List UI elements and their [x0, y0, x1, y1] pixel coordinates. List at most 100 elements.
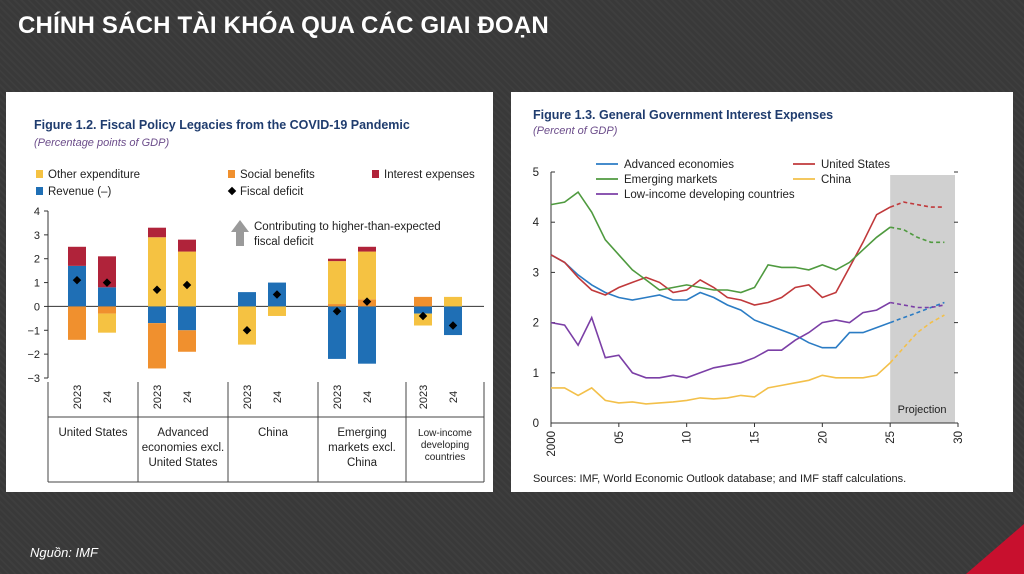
series-line [550, 206, 891, 306]
x-tick-label: 15 [750, 431, 762, 444]
x-group-label: developing [421, 440, 469, 451]
bar-segment [328, 258, 346, 262]
legend-diamond [227, 186, 237, 196]
x-tick-label: 20 [817, 431, 829, 444]
series-projection-line [889, 201, 945, 208]
y-tick-label: 1 [533, 368, 539, 380]
bar-segment [328, 304, 346, 307]
fiscal-deficit-marker [152, 285, 162, 294]
x-year-label: 24 [362, 391, 374, 403]
bar-segment [328, 261, 346, 305]
x-group-label: United States [148, 457, 217, 469]
x-group-label: Emerging [337, 427, 386, 439]
y-tick-label: 3 [533, 267, 539, 279]
x-group-label: China [258, 427, 289, 439]
x-group-label: Low-income [418, 428, 472, 439]
y-tick-label: 5 [533, 167, 539, 179]
y-tick-label: 2 [34, 254, 40, 266]
y-tick-label: 4 [34, 206, 40, 218]
legend-swatch [36, 170, 43, 178]
bar-segment [328, 306, 346, 359]
bar-segment [268, 306, 286, 316]
bar-segment [68, 246, 86, 266]
fiscal-deficit-marker [272, 290, 282, 299]
bar-segment [414, 296, 432, 307]
figure-subtitle: (Percent of GDP) [533, 125, 618, 137]
y-tick-label: 4 [533, 217, 540, 229]
y-tick-label: −1 [27, 325, 40, 337]
source-note: Nguồn: IMF [30, 545, 98, 560]
y-tick-label: 3 [34, 230, 40, 242]
figure-1-2-panel: Figure 1.2. Fiscal Policy Legacies from … [6, 92, 493, 492]
bar-segment [178, 306, 196, 331]
x-tick-label: 25 [885, 431, 897, 444]
bar-segment [444, 296, 462, 307]
bar-segment [148, 237, 166, 307]
bar-segment [178, 330, 196, 352]
annotation-text: fiscal deficit [254, 236, 314, 248]
x-year-label: 2023 [332, 385, 344, 409]
bar-segment [148, 227, 166, 238]
x-year-label: 2023 [72, 385, 84, 409]
bar-segment [178, 251, 196, 307]
x-year-label: 24 [272, 391, 284, 403]
fiscal-deficit-marker [362, 297, 372, 306]
x-year-label: 2023 [418, 385, 430, 409]
series-projection-line [890, 301, 945, 309]
fiscal-deficit-marker [72, 275, 82, 285]
x-year-label: 24 [182, 391, 194, 403]
legend-label: United States [821, 159, 890, 171]
legend-label: Other expenditure [48, 169, 140, 181]
bar-segment [68, 306, 86, 340]
x-group-label: economies excl. [142, 442, 224, 454]
bar-segment [148, 323, 166, 369]
y-tick-label: 0 [533, 418, 539, 430]
y-tick-label: −2 [27, 349, 40, 361]
x-tick-label: 2000 [546, 431, 558, 457]
legend-label: Fiscal deficit [240, 186, 304, 198]
fiscal-deficit-marker [448, 321, 458, 330]
legend-swatch [228, 170, 235, 178]
bar-segment [148, 306, 166, 324]
y-tick-label: 0 [34, 301, 40, 313]
legend-label: Social benefits [240, 169, 315, 181]
legend-label: Revenue (–) [48, 186, 111, 198]
y-tick-label: 1 [34, 278, 40, 290]
bar-segment [68, 265, 86, 307]
bar-segment [178, 239, 196, 252]
fiscal-deficit-marker [102, 278, 112, 287]
fiscal-deficit-marker [182, 280, 192, 290]
interest-expenses-line-chart: Projection 0 1 2 3 4 5 2000 05 10 15 20 25 30 Advanced… [533, 159, 965, 485]
x-group-label: United States [58, 427, 127, 439]
fiscal-legacies-bar-chart: Other expenditure Social benefits Interest… [27, 169, 485, 483]
x-tick-label: 30 [953, 431, 965, 444]
bar-segment [98, 313, 116, 333]
x-year-label: 2023 [242, 385, 254, 409]
series-projection-line [889, 301, 945, 324]
figure-title: Figure 1.2. Fiscal Policy Legacies from … [34, 118, 410, 132]
x-year-label: 2023 [152, 385, 164, 409]
series-line [550, 190, 891, 294]
legend-label: China [821, 174, 852, 186]
fiscal-deficit-marker [418, 311, 428, 321]
series-line [550, 301, 891, 379]
legend-label: Advanced economies [624, 159, 734, 171]
x-year-label: 24 [448, 391, 460, 403]
x-group-label: China [347, 457, 378, 469]
chart-source: Sources: IMF, World Economic Outlook dat… [533, 473, 906, 485]
bar-segment [98, 287, 116, 307]
bar-segment [98, 256, 116, 288]
corner-accent [966, 524, 1024, 574]
legend-label: Interest expenses [384, 169, 475, 181]
x-group-label: countries [425, 452, 466, 463]
fiscal-deficit-marker [332, 306, 342, 316]
bar-segment [358, 251, 376, 300]
annotation-text: Contributing to higher-than-expected [254, 221, 441, 233]
bar-segment [238, 292, 256, 307]
figure-1-3-panel: Figure 1.3. General Government Interest … [511, 92, 1013, 492]
y-tick-label: 2 [533, 318, 539, 330]
projection-band [890, 175, 955, 423]
figure-title: Figure 1.3. General Government Interest … [533, 108, 834, 122]
bar-segment [98, 306, 116, 314]
x-group-label: Advanced [157, 427, 208, 439]
